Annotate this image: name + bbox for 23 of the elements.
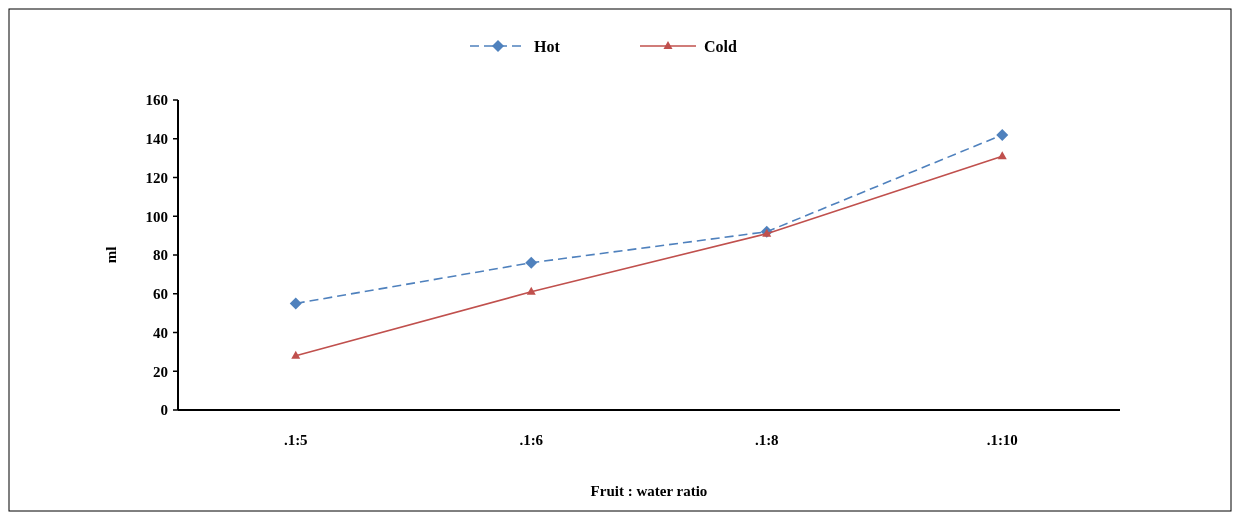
x-tick-label: .1:8 xyxy=(754,432,779,448)
x-tick-label: .1:10 xyxy=(986,432,1018,448)
x-tick-label: .1:6 xyxy=(519,432,544,448)
y-tick-label: 140 xyxy=(145,131,168,147)
y-tick-label: 100 xyxy=(145,208,168,225)
point xyxy=(289,297,302,310)
y-tick-label: 160 xyxy=(145,92,168,109)
y-tick-label: 60 xyxy=(153,286,168,302)
point xyxy=(997,151,1007,160)
point xyxy=(291,350,301,359)
legend-label: Cold xyxy=(704,37,737,55)
point xyxy=(526,286,536,295)
y-tick-label: 0 xyxy=(160,402,168,419)
y-tick-label: 120 xyxy=(145,169,168,186)
y-axis-title: ml xyxy=(103,246,119,264)
y-tick-label: 20 xyxy=(153,363,168,380)
y-tick-label: 80 xyxy=(153,247,168,264)
point xyxy=(996,128,1009,141)
y-tick-label: 40 xyxy=(153,324,168,341)
point xyxy=(525,256,538,269)
x-tick-label: .1:5 xyxy=(283,432,308,448)
x-axis-title: Fruit : water ratio xyxy=(590,483,708,499)
legend-label: Hot xyxy=(534,37,561,55)
